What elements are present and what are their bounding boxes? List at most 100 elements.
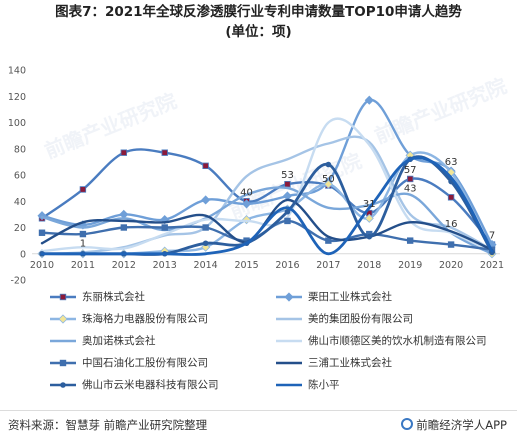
data-point	[79, 186, 87, 193]
x-tick-label: 2010	[30, 260, 54, 271]
x-tick-label: 2016	[275, 260, 299, 271]
brand-label: 前瞻经济学人APP	[401, 417, 507, 433]
data-point	[406, 175, 414, 183]
legend-swatch	[276, 339, 302, 342]
legend-item: 东丽株式会社	[50, 289, 145, 304]
data-point	[202, 162, 209, 170]
data-point	[325, 161, 332, 168]
data-point	[364, 95, 374, 105]
legend-label: 美的集团股份有限公司	[308, 313, 413, 325]
x-tick-label: 2015	[234, 260, 258, 271]
y-tick-label: 40	[14, 197, 26, 208]
data-label: 50	[322, 174, 335, 185]
legend-swatch-marker	[284, 291, 294, 302]
legend-label: 东丽株式会社	[82, 291, 145, 303]
y-tick-label: -20	[10, 276, 26, 287]
x-tick-label: 2021	[480, 260, 504, 271]
legend-label: 奥加诺株式会社	[82, 335, 156, 347]
data-label: 31	[363, 199, 376, 210]
legend-item: 陈小平	[276, 377, 340, 392]
data-point	[284, 208, 291, 215]
series-line-10	[40, 156, 494, 256]
y-tick-label: 100	[8, 118, 26, 129]
legend-item: 美的集团股份有限公司	[276, 311, 413, 326]
series-line-5	[40, 186, 494, 255]
y-tick-label: 20	[14, 223, 26, 234]
series-10	[40, 156, 494, 256]
source-note: 资料来源：智慧芽 前瞻产业研究院整理	[8, 418, 208, 432]
series-line-4	[40, 135, 494, 255]
data-point	[241, 199, 252, 209]
data-point	[284, 217, 291, 225]
legend-swatch	[50, 293, 76, 300]
legend-swatch-marker	[60, 381, 66, 388]
y-tick-label: 120	[8, 92, 26, 103]
chart-title: 图表7：2021年全球反渗透膜行业专利申请数量TOP10申请人趋势 (单位：项)	[0, 0, 517, 42]
legend-swatch-marker	[59, 293, 67, 300]
data-point	[323, 179, 333, 189]
data-point	[38, 229, 46, 236]
brand-logo-icon	[401, 418, 414, 430]
data-point	[202, 224, 209, 231]
data-point	[120, 149, 128, 156]
legend-label: 陈小平	[308, 379, 340, 391]
footer: 资料来源：智慧芽 前瞻产业研究院整理 前瞻经济学人APP	[0, 410, 517, 440]
y-tick-label: 80	[14, 144, 26, 155]
legend-item: 佛山市顺德区美的饮水机制造有限公司	[276, 333, 487, 348]
data-label: 7	[489, 231, 495, 242]
data-point	[447, 194, 455, 201]
legend-swatch	[50, 313, 76, 324]
legend-label: 栗田工业株式会社	[308, 291, 392, 303]
title-line-1: 图表7：2021年全球反渗透膜行业专利申请数量TOP10申请人趋势	[55, 4, 462, 20]
title-line-2: (单位：项)	[225, 24, 292, 40]
series-5	[40, 186, 494, 255]
data-point	[120, 224, 128, 231]
legend-item: 佛山市云米电器科技有限公司	[50, 377, 219, 392]
legend-item: 中国石油化工股份有限公司	[50, 355, 208, 370]
data-point	[366, 233, 373, 240]
legend-label: 中国石油化工股份有限公司	[82, 357, 208, 369]
data-point	[364, 213, 374, 223]
y-tick-label: 140	[8, 66, 26, 77]
legend-swatch	[276, 317, 302, 320]
legend-swatch	[50, 381, 76, 388]
data-label: 57	[404, 165, 417, 176]
x-tick-label: 2019	[398, 260, 422, 271]
data-label: 16	[445, 219, 458, 230]
legend-swatch	[276, 383, 302, 386]
series-line-3	[40, 151, 494, 256]
series-1	[38, 148, 496, 248]
data-label: 53	[281, 170, 294, 181]
data-point	[284, 180, 291, 188]
data-label: 1	[80, 238, 86, 249]
data-label: 63	[445, 157, 458, 168]
legend-swatch	[50, 339, 76, 342]
x-tick-label: 2013	[153, 260, 177, 271]
legend-item: 奥加诺株式会社	[50, 333, 156, 348]
data-label: 40	[240, 187, 253, 198]
x-tick-label: 2011	[71, 260, 95, 271]
data-point	[161, 149, 168, 156]
brand-text: 前瞻经济学人APP	[416, 418, 507, 432]
legend-item: 三浦工业株式会社	[276, 355, 392, 370]
data-point	[161, 224, 168, 231]
series-line-1	[40, 148, 494, 246]
legend-label: 佛山市顺德区美的饮水机制造有限公司	[308, 335, 487, 347]
legend-item: 栗田工业株式会社	[276, 289, 392, 304]
y-tick-label: 60	[14, 171, 26, 182]
x-tick-label: 2017	[316, 260, 340, 271]
data-point	[79, 230, 87, 238]
x-tick-label: 2020	[439, 260, 463, 271]
legend-swatch	[276, 291, 302, 302]
x-tick-label: 2014	[194, 260, 218, 271]
data-point	[201, 195, 211, 205]
legend-label: 佛山市云米电器科技有限公司	[82, 379, 219, 391]
legend-swatch-marker	[58, 313, 68, 324]
x-tick-label: 2012	[112, 260, 136, 271]
data-point	[406, 237, 414, 244]
legend-item: 珠海格力电器股份有限公司	[50, 311, 208, 326]
legend-label: 三浦工业株式会社	[308, 357, 392, 369]
data-label: 43	[404, 183, 417, 194]
series-4	[40, 135, 494, 255]
y-tick-label: 0	[20, 249, 26, 260]
